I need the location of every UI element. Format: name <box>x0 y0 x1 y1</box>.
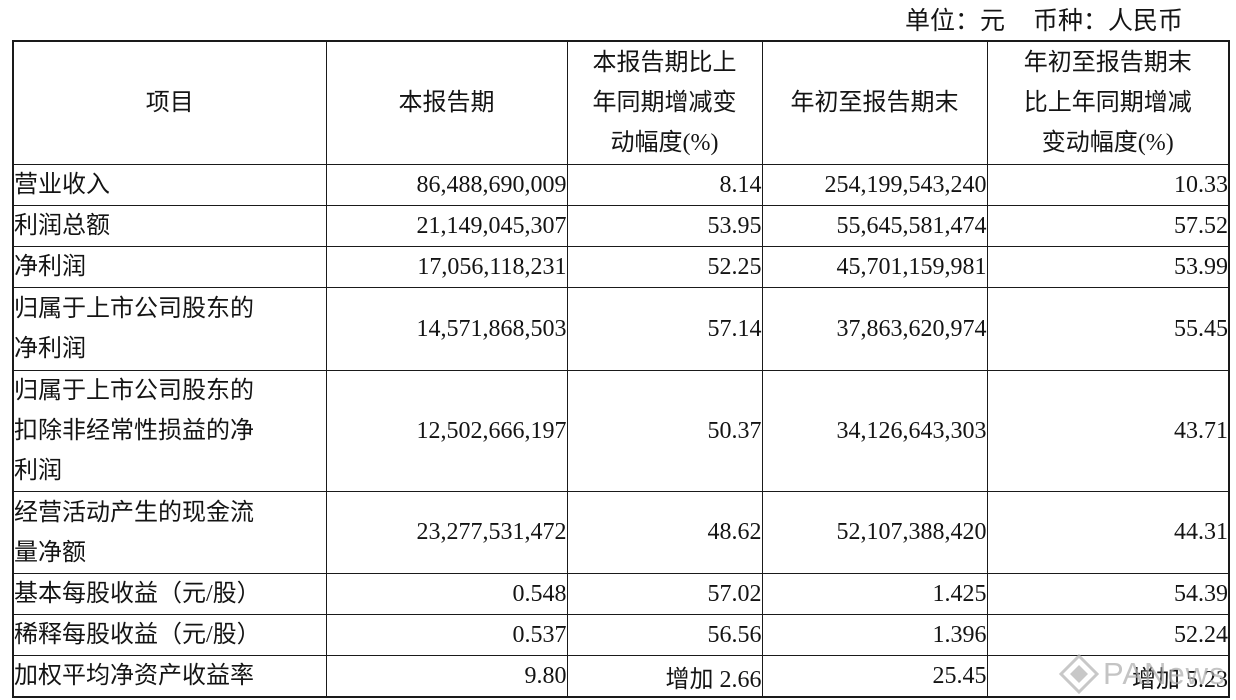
row-current-value: 0.537 <box>325 614 568 656</box>
row-current-value: 0.548 <box>325 573 568 615</box>
row-ytd-value: 1.396 <box>761 614 988 656</box>
row-current-value: 86,488,690,009 <box>325 164 568 206</box>
row-ytd-change: 增加 5.23 <box>986 655 1230 698</box>
row-ytd-value: 55,645,581,474 <box>761 205 988 247</box>
row-ytd-change: 53.99 <box>986 246 1230 288</box>
row-current-change: 增加 2.66 <box>566 655 763 698</box>
table-row: 归属于上市公司股东的 净利润 14,571,868,503 57.14 37,8… <box>12 287 1230 371</box>
column-header-ytd-change: 年初至报告期末 比上年同期增减 变动幅度(%) <box>986 40 1230 165</box>
column-header-item: 项目 <box>12 40 327 165</box>
row-current-value: 12,502,666,197 <box>325 370 568 492</box>
currency-label: 币种：人民币 <box>1032 8 1183 35</box>
row-ytd-change: 55.45 <box>986 287 1230 371</box>
table-row: 营业收入 86,488,690,009 8.14 254,199,543,240… <box>12 164 1230 206</box>
row-ytd-value: 45,701,159,981 <box>761 246 988 288</box>
row-ytd-value: 52,107,388,420 <box>761 491 988 574</box>
row-item-label: 净利润 <box>12 246 327 288</box>
unit-label: 单位：元 <box>904 8 1005 35</box>
row-current-change: 50.37 <box>566 370 763 492</box>
row-ytd-value: 34,126,643,303 <box>761 370 988 492</box>
row-item-label: 经营活动产生的现金流 量净额 <box>12 491 327 574</box>
table-row: 利润总额 21,149,045,307 53.95 55,645,581,474… <box>12 205 1230 247</box>
table-row: 经营活动产生的现金流 量净额 23,277,531,472 48.62 52,1… <box>12 491 1230 574</box>
row-ytd-value: 25.45 <box>761 655 988 698</box>
table-row: 归属于上市公司股东的 扣除非经常性损益的净 利润 12,502,666,197 … <box>12 370 1230 492</box>
row-current-change: 48.62 <box>566 491 763 574</box>
row-ytd-change: 43.71 <box>986 370 1230 492</box>
table-row: 基本每股收益（元/股） 0.548 57.02 1.425 54.39 <box>12 573 1230 615</box>
row-current-value: 9.80 <box>325 655 568 698</box>
row-ytd-change: 44.31 <box>986 491 1230 574</box>
row-item-label: 归属于上市公司股东的 扣除非经常性损益的净 利润 <box>12 370 327 492</box>
row-ytd-value: 37,863,620,974 <box>761 287 988 371</box>
table-row: 净利润 17,056,118,231 52.25 45,701,159,981 … <box>12 246 1230 288</box>
row-current-change: 56.56 <box>566 614 763 656</box>
row-ytd-value: 1.425 <box>761 573 988 615</box>
row-current-change: 57.14 <box>566 287 763 371</box>
column-header-current-period: 本报告期 <box>325 40 568 165</box>
row-current-value: 14,571,868,503 <box>325 287 568 371</box>
column-header-ytd: 年初至报告期末 <box>761 40 988 165</box>
row-item-label: 营业收入 <box>12 164 327 206</box>
table-row: 稀释每股收益（元/股） 0.537 56.56 1.396 52.24 <box>12 614 1230 656</box>
row-item-label: 加权平均净资产收益率 <box>12 655 327 698</box>
row-ytd-value: 254,199,543,240 <box>761 164 988 206</box>
row-current-change: 8.14 <box>566 164 763 206</box>
row-current-change: 57.02 <box>566 573 763 615</box>
row-item-label: 利润总额 <box>12 205 327 247</box>
financial-results-table: 项目 本报告期 本报告期比上 年同期增减变 动幅度(%) 年初至报告期末 年初至… <box>12 40 1230 698</box>
row-current-value: 23,277,531,472 <box>325 491 568 574</box>
row-current-value: 17,056,118,231 <box>325 246 568 288</box>
unit-currency-note: 单位：元 币种：人民币 <box>905 7 1183 37</box>
row-ytd-change: 10.33 <box>986 164 1230 206</box>
row-item-label: 归属于上市公司股东的 净利润 <box>12 287 327 371</box>
row-current-value: 21,149,045,307 <box>325 205 568 247</box>
table-header-row: 项目 本报告期 本报告期比上 年同期增减变 动幅度(%) 年初至报告期末 年初至… <box>12 40 1230 165</box>
column-header-current-period-change: 本报告期比上 年同期增减变 动幅度(%) <box>566 40 763 165</box>
row-ytd-change: 57.52 <box>986 205 1230 247</box>
table-row: 加权平均净资产收益率 9.80 增加 2.66 25.45 增加 5.23 <box>12 655 1230 698</box>
row-current-change: 53.95 <box>566 205 763 247</box>
row-item-label: 稀释每股收益（元/股） <box>12 614 327 656</box>
row-current-change: 52.25 <box>566 246 763 288</box>
row-item-label: 基本每股收益（元/股） <box>12 573 327 615</box>
row-ytd-change: 54.39 <box>986 573 1230 615</box>
row-ytd-change: 52.24 <box>986 614 1230 656</box>
